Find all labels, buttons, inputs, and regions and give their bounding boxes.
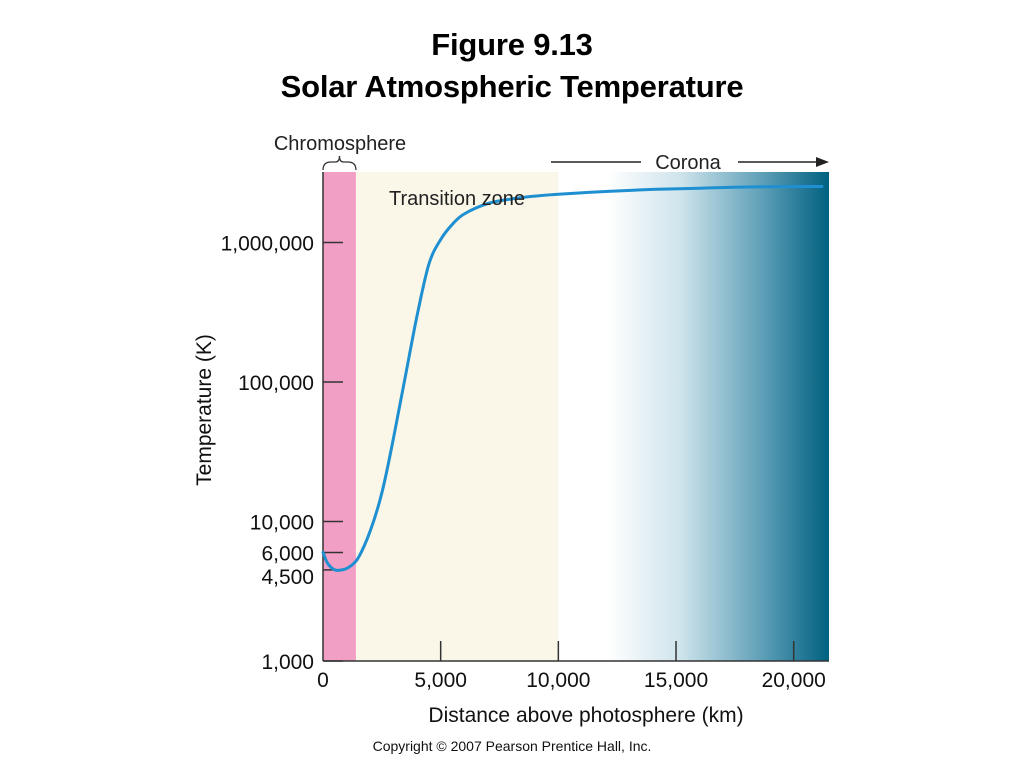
figure-number: Figure 9.13	[431, 27, 593, 62]
chromosphere-label: Chromosphere	[274, 133, 406, 155]
x-tick-label: 5,000	[414, 669, 467, 692]
transition-zone-label: Transition zone	[389, 188, 525, 210]
region-corona	[558, 172, 829, 661]
x-axis-title: Distance above photosphere (km)	[428, 704, 743, 727]
y-tick-label: 6,000	[261, 542, 314, 565]
x-tick-label: 20,000	[762, 669, 826, 692]
corona-label: Corona	[655, 152, 721, 174]
y-tick-label: 1,000	[261, 651, 314, 674]
x-tick-label: 0	[317, 669, 329, 692]
y-tick-label: 100,000	[238, 372, 314, 395]
copyright-notice: Copyright © 2007 Pearson Prentice Hall, …	[372, 738, 652, 754]
series-layer	[321, 184, 824, 572]
y-tick-label: 10,000	[250, 511, 314, 534]
chromosphere-brace	[322, 155, 357, 171]
region-chromosphere	[323, 172, 356, 661]
chart-title: Solar Atmospheric Temperature	[280, 69, 744, 104]
x-tick-label: 15,000	[644, 669, 708, 692]
region-transition-zone	[355, 172, 559, 661]
corona-arrowhead-icon	[816, 157, 829, 167]
regions-layer	[323, 172, 829, 661]
x-tick-label: 10,000	[526, 669, 590, 692]
y-tick-label: 4,500	[261, 566, 314, 589]
axes-layer	[322, 172, 829, 662]
y-axis-title: Temperature (K)	[193, 334, 216, 486]
temperature-curve	[321, 184, 824, 572]
y-tick-label: 1,000,000	[221, 232, 314, 255]
